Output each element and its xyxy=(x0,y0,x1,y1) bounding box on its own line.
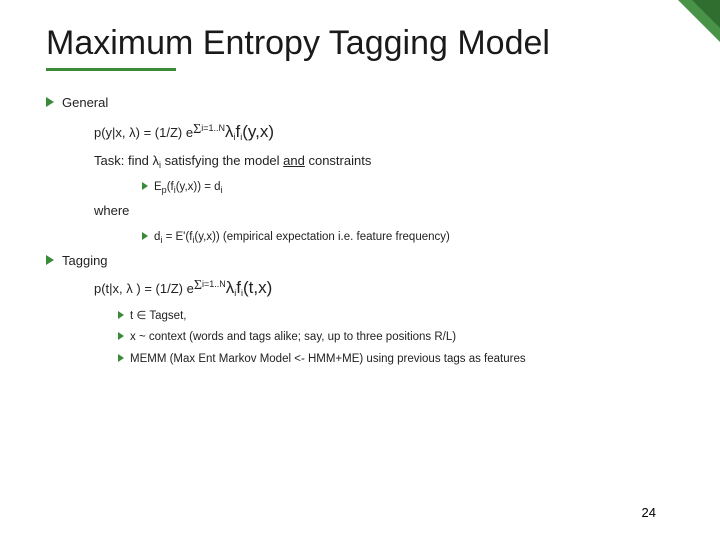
corner-triangle-dark xyxy=(692,0,720,28)
title-rule xyxy=(46,68,176,71)
play-icon xyxy=(46,255,54,265)
ep-line: Ep(fi(y,x)) = di xyxy=(142,178,674,197)
play-icon xyxy=(46,97,54,107)
slide-content: General p(y|x, λ) = (1/Z) eΣi=1..Nλifi(y… xyxy=(46,93,674,368)
play-icon xyxy=(118,311,124,319)
play-icon xyxy=(118,332,124,340)
memm-line: MEMM (Max Ent Markov Model <- HMM+ME) us… xyxy=(118,350,674,368)
bullet-tagging: Tagging xyxy=(46,251,674,272)
play-icon xyxy=(142,182,148,190)
tagging-label: Tagging xyxy=(62,253,108,268)
bullet-general: General xyxy=(46,93,674,114)
task-line: Task: find λi satisfying the model and c… xyxy=(94,151,674,172)
t-line: t ∈ Tagset, xyxy=(118,307,674,325)
x-line: x ~ context (words and tags alike; say, … xyxy=(118,328,674,346)
formula-tagging: p(t|x, λ ) = (1/Z) eΣi=1..Nλifi(t,x) xyxy=(94,274,674,301)
general-label: General xyxy=(62,95,108,110)
play-icon xyxy=(142,232,148,240)
play-icon xyxy=(118,354,124,362)
slide: Maximum Entropy Tagging Model General p(… xyxy=(0,0,720,368)
where-line: where xyxy=(94,201,674,222)
slide-title: Maximum Entropy Tagging Model xyxy=(46,24,674,62)
formula-general: p(y|x, λ) = (1/Z) eΣi=1..Nλifi(y,x) xyxy=(94,118,674,145)
page-number: 24 xyxy=(642,505,656,520)
di-line: di = E'(fi(y,x)) (empirical expectation … xyxy=(142,228,674,247)
